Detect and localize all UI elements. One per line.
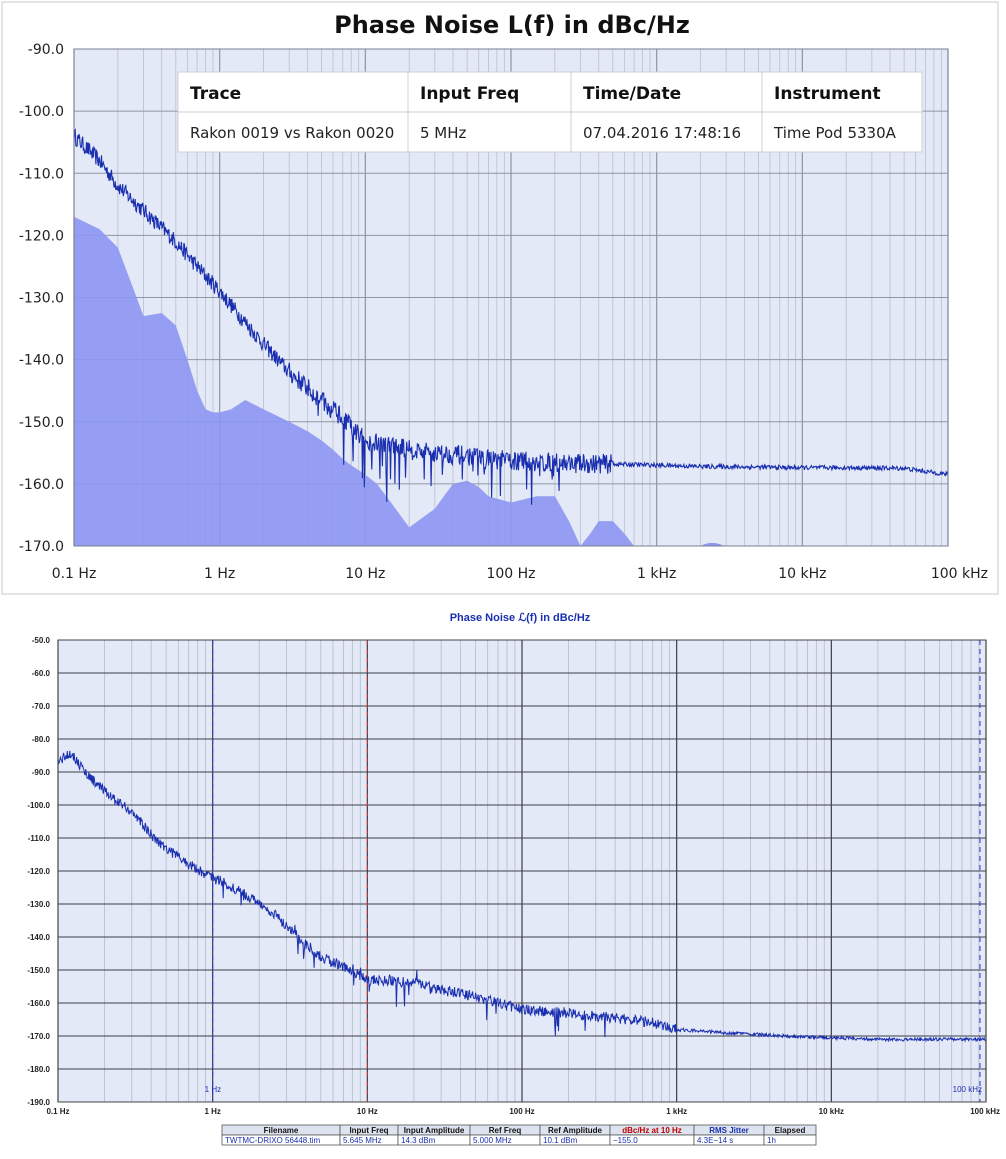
y-tick-label: -100.0 <box>19 104 64 120</box>
y-tick-label: -160.0 <box>19 477 64 493</box>
table-value-cell <box>763 1134 817 1146</box>
frequency-marker-label: 100 kHz <box>953 1085 982 1094</box>
y-axis-ticks: -90.0 -100.0 -110.0 -120.0 -130.0 -140.0 -150.… <box>19 42 64 555</box>
y-tick-label: -120.0 <box>19 228 64 244</box>
x-tick-label: 1 Hz <box>204 566 235 582</box>
x-axis-ticks: 0.1 Hz 1 Hz 10 Hz 100 Hz 1 kHz 10 kHz 100 kHz <box>52 566 988 582</box>
table-value-label: −155.0 <box>613 1136 638 1145</box>
series-trace-line <box>57 750 987 1043</box>
y-tick-label: -160.0 <box>27 999 50 1008</box>
x-tick-label: 100 kHz <box>970 1107 1000 1116</box>
series-trace <box>57 750 987 1043</box>
y-tick-label: -150.0 <box>19 415 64 431</box>
table-header-label: dBc/Hz at 10 Hz <box>622 1126 682 1135</box>
x-tick-label: 0.1 Hz <box>46 1107 69 1116</box>
frequency-marker-label: 1 Hz <box>205 1085 221 1094</box>
y-tick-label: -130.0 <box>19 291 64 307</box>
x-tick-label: 1 kHz <box>666 1107 687 1116</box>
y-tick-label: -110.0 <box>19 166 64 182</box>
table-value-label: 5.000 MHz <box>473 1136 512 1145</box>
x-tick-label: 100 Hz <box>486 566 535 582</box>
x-tick-label: 10 Hz <box>345 566 385 582</box>
series-area <box>74 216 725 546</box>
chart-title: Phase Noise L(f) in dBc/Hz <box>334 11 690 39</box>
table-cell-input-freq: 5 MHz <box>420 124 467 142</box>
y-tick-label: -70.0 <box>32 702 51 711</box>
y-tick-label: -80.0 <box>32 735 51 744</box>
trace-info-table: Trace Input Freq Time/Date Instrument Ra… <box>177 71 923 153</box>
table-header-label: Input Amplitude <box>404 1126 465 1135</box>
table-header-instrument: Instrument <box>774 84 881 104</box>
table-value-label: 5.645 MHz <box>343 1136 382 1145</box>
x-axis-ticks: 0.1 Hz 1 Hz 10 Hz 100 Hz 1 kHz 10 kHz 100 kHz <box>46 1107 1000 1116</box>
series-area-fill <box>74 216 657 546</box>
table-header-label: Ref Amplitude <box>548 1126 602 1135</box>
table-header-time-date: Time/Date <box>583 84 681 104</box>
y-tick-label: -90.0 <box>32 768 51 777</box>
table-header-label: Input Freq <box>349 1126 388 1135</box>
table-header-input-freq: Input Freq <box>420 84 519 104</box>
y-tick-label: -130.0 <box>27 900 50 909</box>
x-tick-label: 1 kHz <box>637 566 676 582</box>
x-tick-label: 10 kHz <box>819 1107 844 1116</box>
x-tick-label: 100 Hz <box>509 1107 534 1116</box>
table-value-label: TWTMC-DRIXO 56448.tim <box>225 1136 320 1145</box>
chart-title: Phase Noise ℒ(f) in dBc/Hz <box>450 612 591 624</box>
x-tick-label: 10 kHz <box>778 566 826 582</box>
frequency-markers: 1 Hz 100 kHz <box>205 640 982 1102</box>
table-header-label: RMS Jitter <box>709 1126 749 1135</box>
phase-noise-chart-twtmc: Phase Noise ℒ(f) in dBc/Hz 1 Hz 100 kHz -… <box>27 612 1000 1146</box>
series-trace <box>73 127 949 505</box>
y-tick-label: -90.0 <box>28 42 64 58</box>
y-tick-label: -50.0 <box>32 636 51 645</box>
table-value-label: 14.3 dBm <box>401 1136 436 1145</box>
y-tick-label: -100.0 <box>27 801 50 810</box>
y-axis-ticks: -50.0 -60.0 -70.0 -80.0 -90.0 -100.0 -110.0 -12… <box>27 636 50 1107</box>
y-tick-label: -60.0 <box>32 669 51 678</box>
table-value-label: 4.3E−14 s <box>697 1136 733 1145</box>
y-tick-label: -120.0 <box>27 867 50 876</box>
x-tick-label: 10 Hz <box>357 1107 378 1116</box>
table-header-label: Elapsed <box>775 1126 806 1135</box>
table-header-label: Filename <box>264 1126 299 1135</box>
series-trace-line <box>73 127 949 505</box>
table-cell-time-date: 07.04.2016 17:48:16 <box>583 124 741 142</box>
y-tick-label: -170.0 <box>19 539 64 555</box>
y-tick-label: -170.0 <box>27 1032 50 1041</box>
y-tick-label: -180.0 <box>27 1065 50 1074</box>
table-value-label: 1h <box>767 1136 776 1145</box>
x-tick-label: 0.1 Hz <box>52 566 97 582</box>
y-tick-label: -110.0 <box>28 834 51 843</box>
phase-noise-chart-rakon: Phase Noise L(f) in dBc/Hz -90.0 -100.0 -1… <box>1 1 999 595</box>
series-area-fill <box>700 542 725 546</box>
table-header-label: Ref Freq <box>489 1126 522 1135</box>
y-tick-label: -140.0 <box>19 353 64 369</box>
plot-border <box>57 639 987 1103</box>
x-tick-label: 1 Hz <box>204 1107 220 1116</box>
table-value-label: 10.1 dBm <box>543 1136 578 1145</box>
table-cell-instrument: Time Pod 5330A <box>773 124 897 142</box>
y-tick-label: -140.0 <box>27 933 50 942</box>
y-tick-label: -150.0 <box>27 966 50 975</box>
plot-border <box>73 48 949 547</box>
table-header-trace: Trace <box>190 84 241 104</box>
x-tick-label: 100 kHz <box>931 566 988 582</box>
y-tick-label: -190.0 <box>27 1098 50 1107</box>
table-cell-trace: Rakon 0019 vs Rakon 0020 <box>190 124 394 142</box>
